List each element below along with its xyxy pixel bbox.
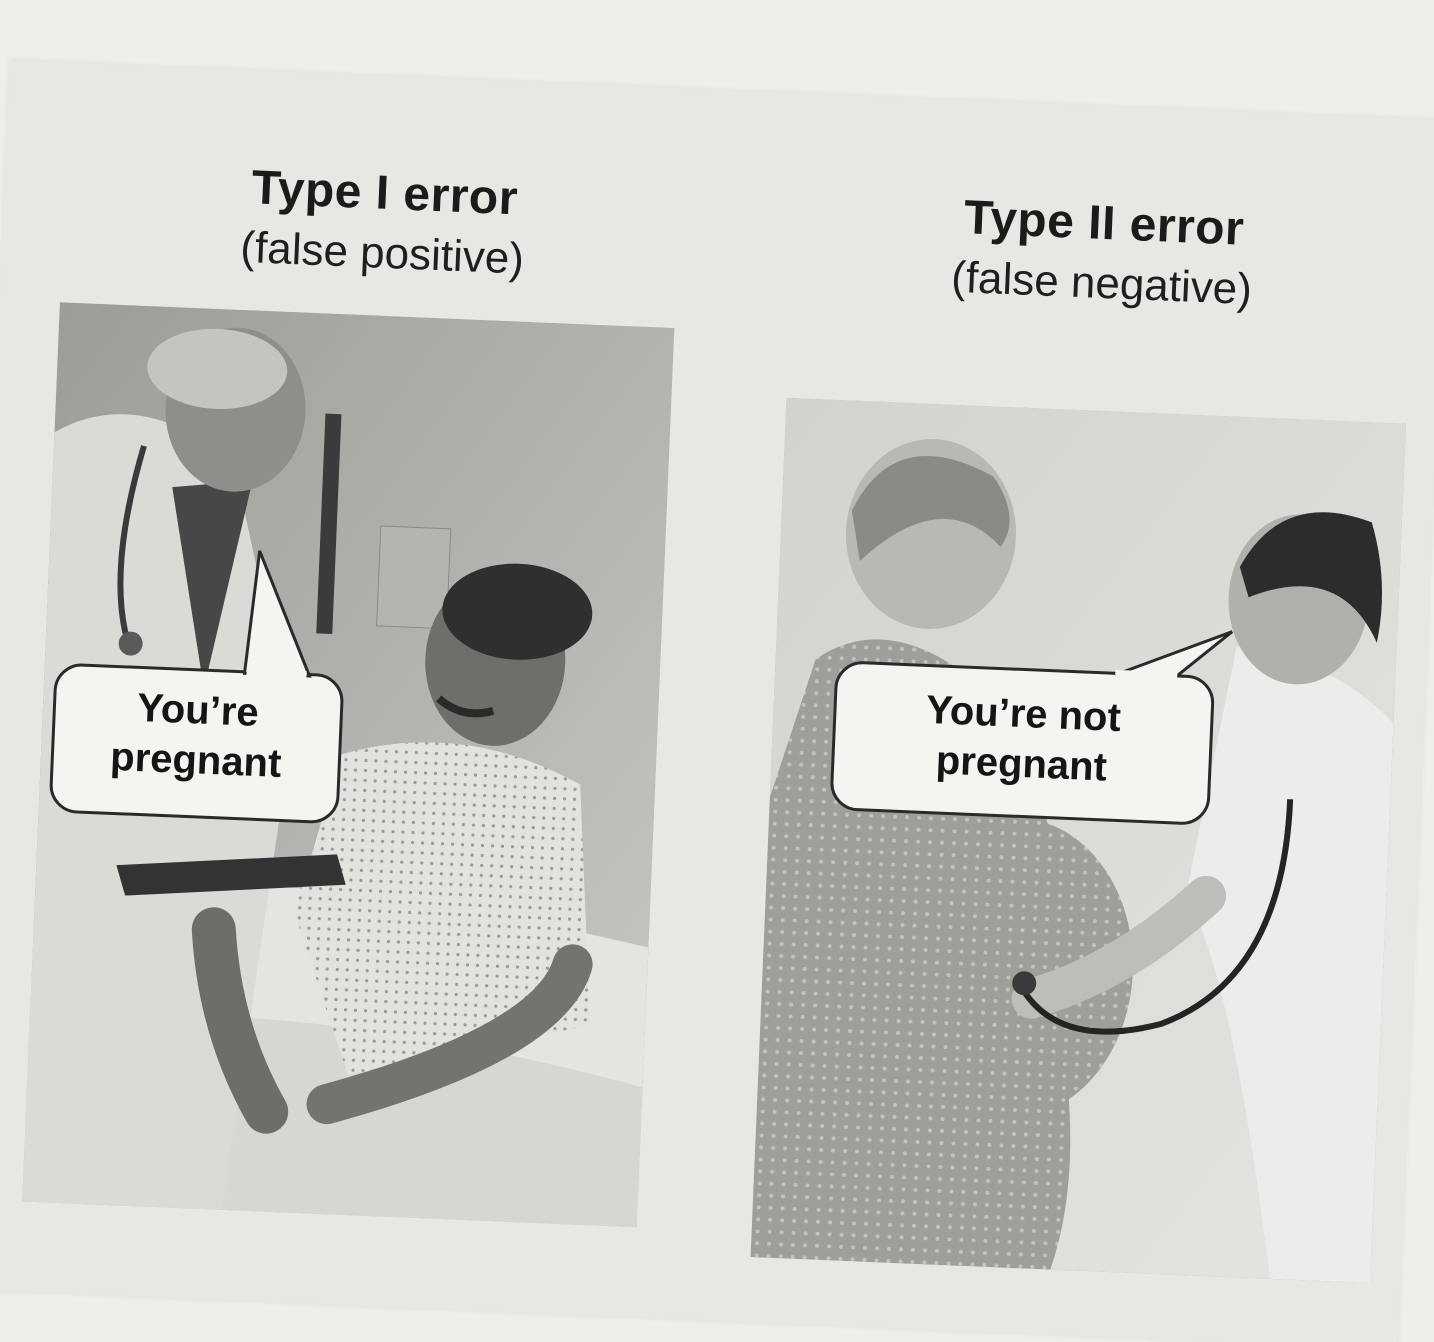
pregnant-woman-photo: You’re not pregnant xyxy=(750,397,1406,1284)
type-two-panel-header: Type II error (false negative) xyxy=(791,153,1416,322)
type-one-panel-header: Type I error (false positive) xyxy=(71,123,696,292)
type-one-speech-bubble: You’re pregnant xyxy=(48,662,345,825)
type-one-speech-line-2: pregnant xyxy=(109,734,283,786)
printed-sheet: Type I error (false positive) xyxy=(0,60,1434,1342)
male-patient-illustration xyxy=(22,302,675,1228)
male-patient-photo: You’re pregnant xyxy=(22,302,675,1228)
type-two-speech-bubble: You’re not pregnant xyxy=(829,660,1216,826)
pregnant-woman-illustration xyxy=(750,397,1406,1284)
